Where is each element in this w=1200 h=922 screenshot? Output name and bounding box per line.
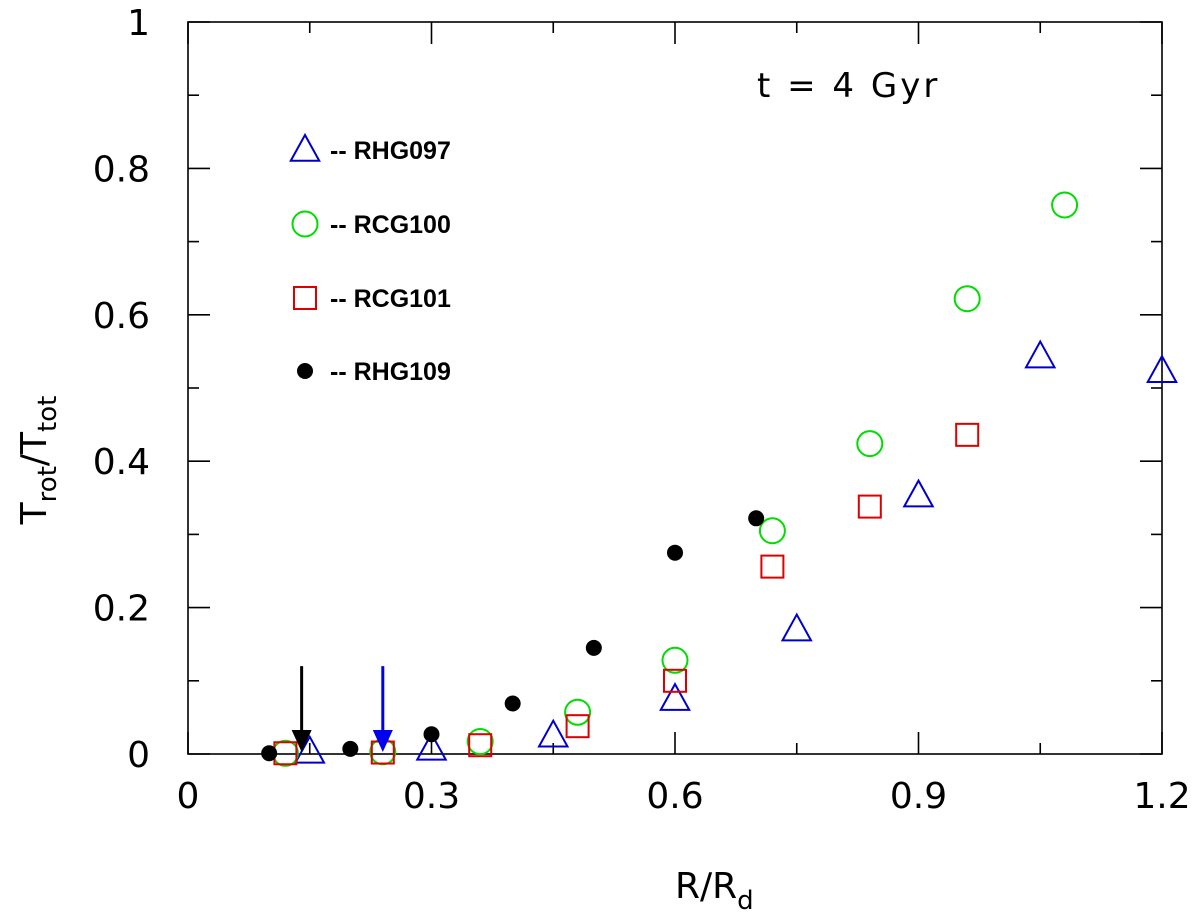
- x-tick-label: 0.9: [890, 776, 947, 817]
- point-rcg101: [663, 668, 687, 693]
- point-rhg109: [423, 726, 440, 743]
- x-tick-label: 0.3: [403, 776, 460, 817]
- point-rhg109: [261, 745, 278, 762]
- point-rhg097: [415, 731, 448, 761]
- point-rhg109: [748, 510, 765, 527]
- axis-ticks: [187, 21, 1163, 755]
- point-rhg097: [902, 478, 935, 508]
- legend-marker-rcg100: [291, 210, 319, 238]
- black-arrow-head: [291, 730, 312, 752]
- y-axis-title: Trot/Ttot: [14, 396, 63, 526]
- y-axis-title-sub1: rot: [33, 466, 63, 502]
- point-rcg100: [758, 517, 786, 545]
- point-rcg101: [468, 733, 493, 758]
- y-axis-title-main2: T: [14, 431, 55, 455]
- y-tick-label: 0.6: [93, 296, 150, 337]
- point-rhg097: [1146, 354, 1178, 383]
- point-rhg097: [537, 718, 570, 748]
- x-axis-title-sub: d: [737, 886, 754, 916]
- x-tick-label: 1.2: [1133, 776, 1190, 817]
- point-rcg101: [565, 714, 590, 739]
- point-rcg101: [955, 422, 980, 447]
- legend-label-rcg100: -- RCG100: [330, 211, 451, 239]
- y-tick-label: 1: [127, 3, 150, 44]
- point-rhg097: [1024, 339, 1057, 369]
- point-rhg097: [659, 682, 691, 711]
- y-axis-title-main1: T: [14, 501, 55, 525]
- legend-label-rhg109: -- RHG109: [330, 358, 451, 386]
- point-rcg100: [564, 698, 592, 726]
- point-rcg100: [1051, 191, 1079, 219]
- time-annotation: t = 4 Gyr: [757, 66, 940, 106]
- point-rhg097: [780, 612, 813, 642]
- y-tick-label: 0.8: [93, 149, 150, 190]
- y-tick-label: 0.4: [93, 442, 150, 483]
- point-rhg109: [585, 639, 602, 656]
- point-rcg100: [953, 285, 981, 313]
- legend-marker-rhg097: [289, 132, 321, 162]
- legend-marker-rcg101: [293, 286, 317, 310]
- x-axis-title: R/Rd: [675, 866, 754, 916]
- x-axis-title-main: R/R: [675, 866, 737, 907]
- legend-label-rhg097: -- RHG097: [330, 137, 451, 165]
- point-rcg100: [661, 646, 689, 674]
- plot-frame: [187, 21, 1163, 755]
- point-rhg109: [667, 544, 683, 561]
- point-rhg109: [342, 740, 359, 757]
- y-tick-label: 0: [127, 735, 150, 776]
- data-markers: [261, 191, 1178, 767]
- x-tick-label: 0.6: [646, 776, 703, 817]
- legend: -- RHG097 -- RCG100 -- RCG101 -- RHG109: [289, 132, 451, 386]
- point-rcg100: [466, 728, 494, 756]
- annotation-arrows: [291, 666, 393, 752]
- y-tick-label: 0.2: [93, 589, 150, 630]
- legend-label-rcg101: -- RCG101: [330, 285, 451, 313]
- point-rcg101: [760, 554, 785, 579]
- point-rcg101: [857, 494, 882, 519]
- y-axis-title-slash: /: [14, 453, 55, 466]
- legend-marker-rhg109: [297, 363, 313, 379]
- y-axis-title-sub2: tot: [33, 396, 63, 432]
- x-tick-label: 0: [177, 776, 200, 817]
- point-rcg100: [856, 430, 884, 458]
- tick-labels: 0 0.3 0.6 0.9 1.2 0 0.2 0.4 0.6 0.8 1: [93, 3, 1191, 817]
- point-rhg109: [504, 695, 521, 712]
- blue-arrow-head: [372, 730, 393, 752]
